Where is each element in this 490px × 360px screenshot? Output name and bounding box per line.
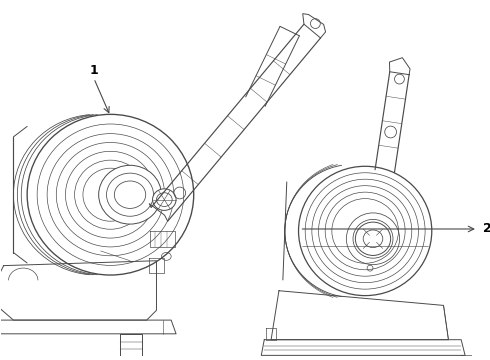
Text: 1: 1 <box>89 64 98 77</box>
Ellipse shape <box>98 165 161 224</box>
Text: 2: 2 <box>483 222 490 235</box>
Ellipse shape <box>355 222 391 256</box>
Ellipse shape <box>152 189 176 210</box>
Ellipse shape <box>298 166 432 296</box>
Ellipse shape <box>27 114 194 275</box>
